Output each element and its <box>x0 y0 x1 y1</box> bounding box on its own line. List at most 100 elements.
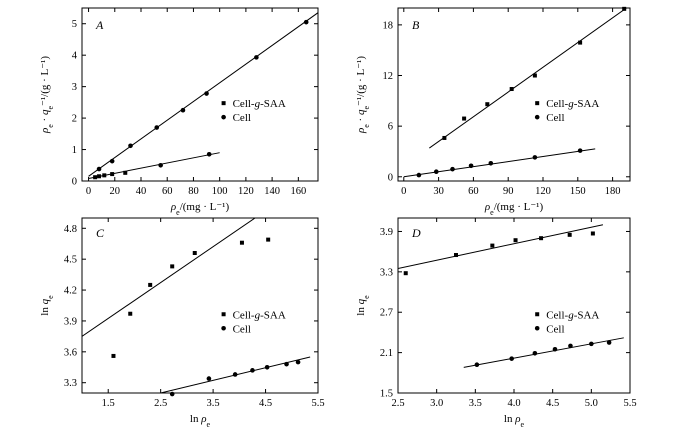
x-tick-label: 150 <box>570 186 586 197</box>
data-point-circle <box>568 343 573 349</box>
data-point-circle <box>250 368 255 373</box>
data-point-square <box>148 282 153 287</box>
data-point-square <box>532 73 537 78</box>
legend-marker-circle <box>221 114 226 120</box>
data-point-circle <box>577 148 583 153</box>
y-tick-label: 3 <box>72 82 77 93</box>
x-tick-label: 3.5 <box>469 398 482 409</box>
data-point-square <box>590 231 595 236</box>
panel-letter: B <box>412 18 420 32</box>
data-point-square <box>539 236 544 241</box>
x-tick-label: 180 <box>605 186 621 197</box>
x-tick-label: 2.5 <box>391 398 404 409</box>
legend-label: Cell <box>546 112 564 124</box>
data-point-square <box>454 253 458 258</box>
y-tick-label: 12 <box>383 71 394 82</box>
y-tick-label: 2.7 <box>380 308 393 319</box>
legend-marker-circle <box>534 325 540 331</box>
data-point-circle <box>284 361 289 367</box>
y-tick-label: 0 <box>388 172 393 183</box>
x-tick-label: 100 <box>212 186 228 197</box>
fit-line <box>398 224 604 269</box>
data-point-square <box>170 264 175 269</box>
legend-label: Cell-g-SAA <box>546 98 599 110</box>
data-point-circle <box>474 362 480 368</box>
data-point-square <box>462 116 467 121</box>
x-tick-label: 1.5 <box>102 398 115 409</box>
panel-b: 0 30 60 90 120 150 180 0 6 12 18 ρe/(mg · L⁻¹) ρe · … <box>355 6 631 217</box>
legend-marker-square <box>221 101 226 106</box>
legend-marker-square <box>535 101 540 106</box>
data-point-circle <box>416 172 422 178</box>
x-axis-label: ρe/(mg · L⁻¹) <box>170 201 230 217</box>
data-point-circle <box>180 107 186 113</box>
legend-marker-circle <box>221 325 226 331</box>
data-point-circle <box>532 155 538 160</box>
y-tick-label: 5 <box>72 19 77 30</box>
panel-d: 2.5 3.0 3.5 4.0 4.5 5.0 5.5 1.5 2.1 2.7 3.3 3.9 ln ρ… <box>355 217 637 428</box>
data-point-square <box>93 175 98 180</box>
data-point-square <box>567 232 572 237</box>
plot-frame <box>397 7 631 182</box>
y-tick-label: 3.3 <box>380 267 393 278</box>
x-axis-label: ln ρe <box>190 413 211 428</box>
data-point-circle <box>295 359 301 365</box>
panel-letter: C <box>96 226 105 240</box>
data-point-circle <box>254 55 259 60</box>
x-tick-label: 120 <box>535 186 551 197</box>
x-tick-label: 60 <box>468 186 479 197</box>
legend-label: Cell <box>233 112 251 124</box>
x-tick-label: 2.5 <box>154 398 167 409</box>
data-point-square <box>128 311 133 316</box>
x-axis-label: ρe/(mg · L⁻¹) <box>484 201 544 217</box>
y-tick-label: 6 <box>388 122 393 133</box>
data-point-square <box>123 170 128 175</box>
data-point-circle <box>589 341 594 347</box>
x-tick-label: 120 <box>238 186 254 197</box>
data-point-square <box>239 240 244 245</box>
data-point-square <box>403 271 408 276</box>
data-point-square <box>509 87 514 92</box>
data-point-square <box>490 243 495 248</box>
x-tick-label: 4.5 <box>546 398 559 409</box>
panel-c: 1.5 2.5 3.5 4.5 5.5 3.3 3.6 3.9 4.2 4.5 4.8 ln ρe ln… <box>39 217 325 428</box>
data-point-square <box>622 6 627 11</box>
data-point-circle <box>169 391 175 397</box>
legend-marker-square <box>535 312 540 317</box>
legend-label: Cell-g-SAA <box>233 309 286 321</box>
data-point-square <box>513 238 518 243</box>
data-point-circle <box>154 125 160 130</box>
y-tick-label: 3.9 <box>380 227 393 238</box>
x-tick-label: 5.5 <box>311 398 324 409</box>
x-tick-label: 160 <box>290 186 306 197</box>
data-point-circle <box>450 166 455 172</box>
legend-label: Cell-g-SAA <box>233 98 286 110</box>
data-point-square <box>110 172 115 177</box>
x-tick-label: 60 <box>162 186 173 197</box>
y-tick-label: 1.5 <box>380 389 393 400</box>
y-tick-label: 3.6 <box>64 347 77 358</box>
data-point-circle <box>128 143 133 149</box>
data-point-square <box>266 237 271 242</box>
data-point-square <box>578 40 583 45</box>
panel-letter: A <box>95 18 104 32</box>
data-point-circle <box>509 356 514 361</box>
panel-letter: D <box>411 226 421 240</box>
data-point-circle <box>109 158 115 164</box>
legend-label: Cell <box>233 323 251 335</box>
fit-line <box>88 152 220 179</box>
legend-marker-square <box>221 312 226 317</box>
fit-line <box>429 8 628 149</box>
y-tick-label: 2 <box>72 114 77 125</box>
data-point-square <box>192 251 197 255</box>
x-tick-label: 4.0 <box>507 398 520 409</box>
data-point-circle <box>303 19 309 25</box>
x-tick-label: 0 <box>401 186 406 197</box>
y-axis-label: ρe · qe⁻¹/(g · L⁻¹) <box>39 56 55 134</box>
y-tick-label: 1 <box>72 145 77 156</box>
y-axis-label: ln qe <box>39 295 55 316</box>
x-tick-label: 0 <box>86 186 91 197</box>
y-tick-label: 3.3 <box>64 378 77 389</box>
x-tick-label: 4.5 <box>259 398 272 409</box>
